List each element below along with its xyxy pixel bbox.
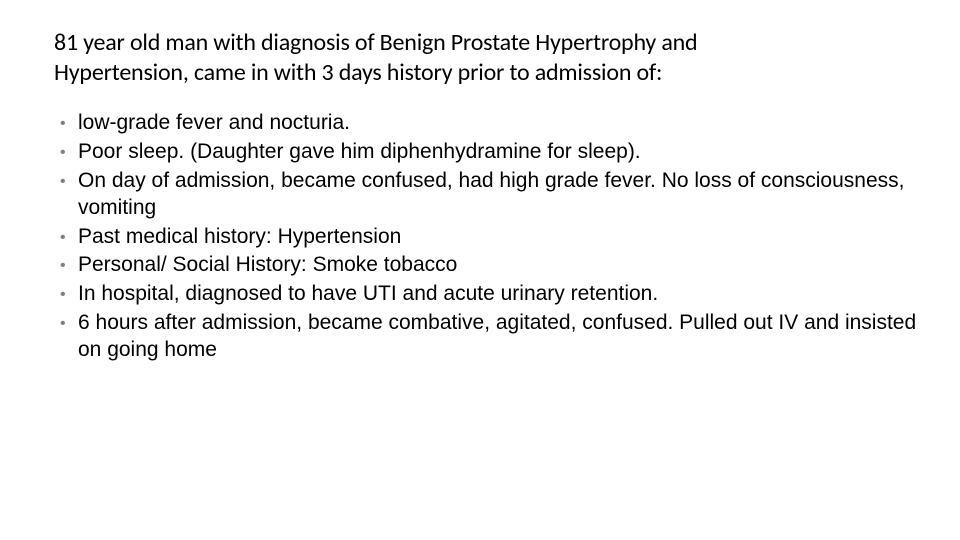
list-item: Past medical history: Hypertension xyxy=(54,224,920,251)
list-item: Poor sleep. (Daughter gave him diphenhyd… xyxy=(54,139,920,166)
bullet-text: On day of admission, became confused, ha… xyxy=(78,169,904,219)
list-item: low-grade fever and nocturia. xyxy=(54,110,920,137)
list-item: In hospital, diagnosed to have UTI and a… xyxy=(54,281,920,308)
bullet-text: Poor sleep. (Daughter gave him diphenhyd… xyxy=(78,140,641,163)
bullet-text: low-grade fever and nocturia. xyxy=(78,111,350,134)
bullet-text: Personal/ Social History: Smoke tobacco xyxy=(78,253,457,276)
slide: 81 year old man with diagnosis of Benign… xyxy=(0,0,960,540)
slide-body: low-grade fever and nocturia. Poor sleep… xyxy=(0,88,960,364)
bullet-text: Past medical history: Hypertension xyxy=(78,225,401,248)
bullet-text: In hospital, diagnosed to have UTI and a… xyxy=(78,282,658,305)
slide-title: 81 year old man with diagnosis of Benign… xyxy=(0,28,880,88)
bullet-list: low-grade fever and nocturia. Poor sleep… xyxy=(54,110,920,364)
list-item: On day of admission, became confused, ha… xyxy=(54,168,920,222)
list-item: Personal/ Social History: Smoke tobacco xyxy=(54,252,920,279)
bullet-text: 6 hours after admission, became combativ… xyxy=(78,311,916,361)
list-item: 6 hours after admission, became combativ… xyxy=(54,310,920,364)
